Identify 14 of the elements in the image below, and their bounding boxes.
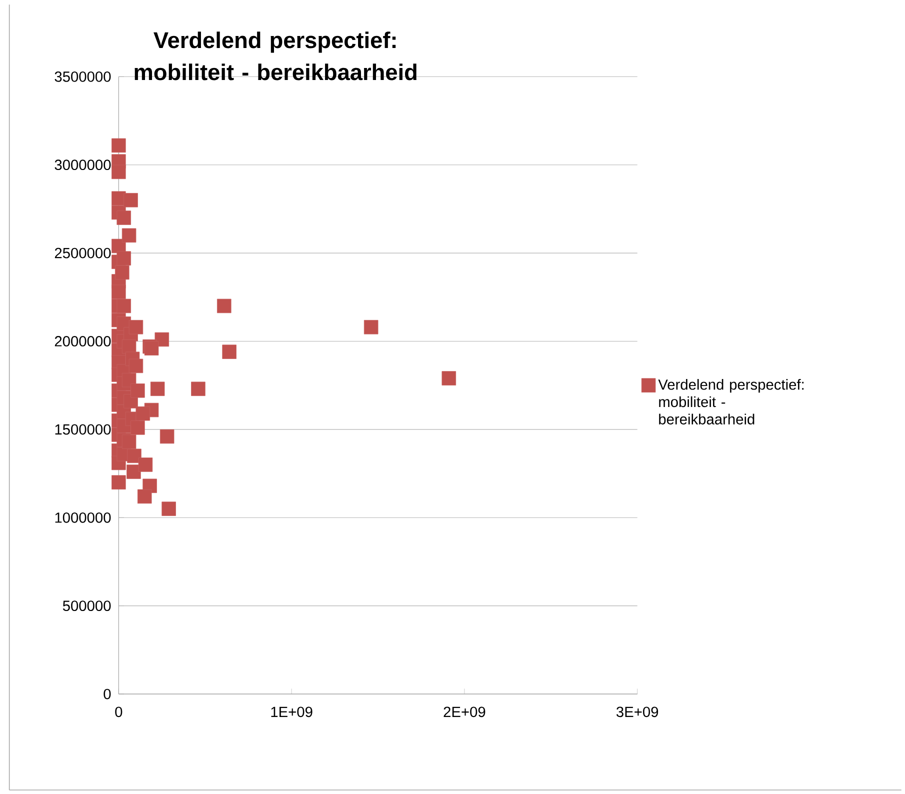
y-tick-label: 3500000 xyxy=(54,71,111,82)
legend-label: Verdelend perspectief: mobiliteit - bereikbaarheid xyxy=(658,379,804,424)
y-tick-label: 1000000 xyxy=(55,512,111,523)
x-tick-label: 2E+09 xyxy=(444,706,486,718)
y-tick-label: 0 xyxy=(104,688,111,700)
chart-title: Verdelend perspectief: mobiliteit - bereikbaarheid xyxy=(134,32,416,80)
y-tick-label: 2500000 xyxy=(54,248,111,258)
x-tick-label: 1E+09 xyxy=(271,706,312,718)
y-tick-label: 1500000 xyxy=(55,424,111,435)
x-tick-label: 0 xyxy=(115,706,122,718)
y-tick-label: 3000000 xyxy=(54,160,111,170)
x-tick-label: 3E+09 xyxy=(616,706,658,718)
y-tick-label: 500000 xyxy=(62,600,111,612)
y-tick-label: 2000000 xyxy=(54,336,111,346)
